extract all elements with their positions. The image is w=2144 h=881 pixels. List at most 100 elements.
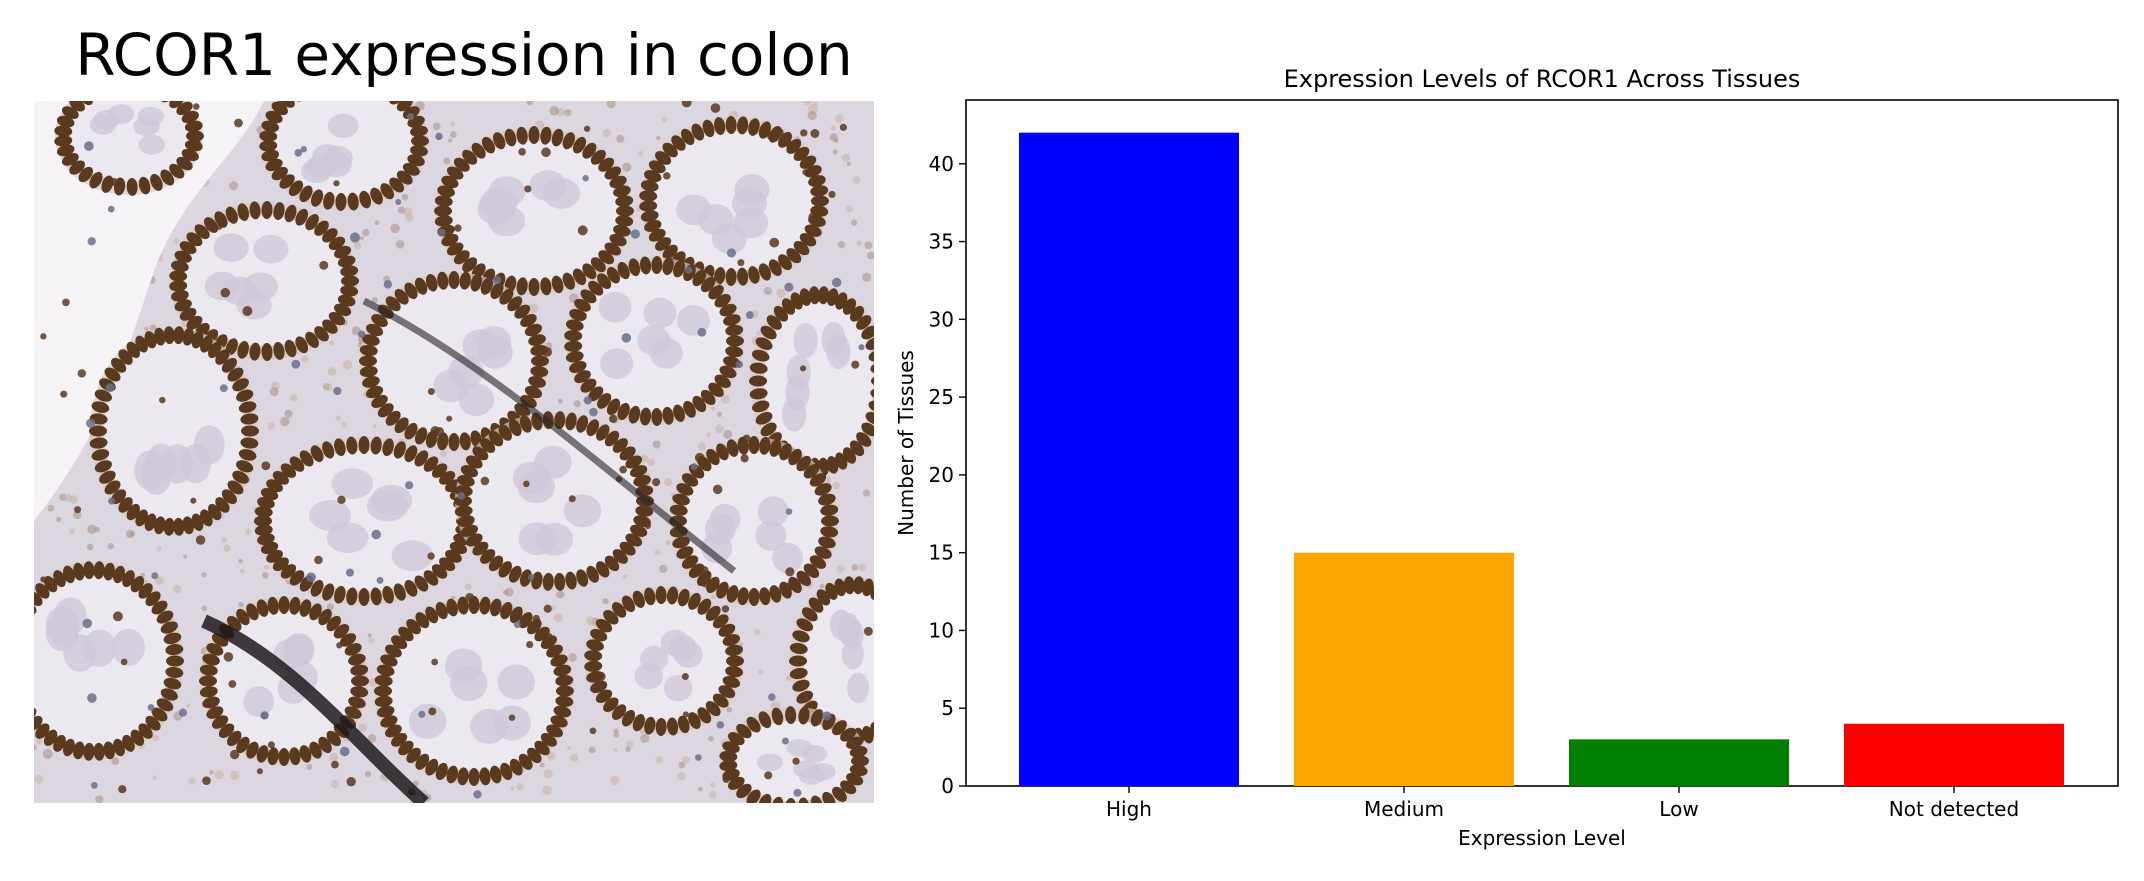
stromal-nucleus [621,333,632,343]
tissue-fold [362,297,737,574]
stromal-nucleus [202,776,211,785]
stroma-speck [156,546,162,552]
x-axis-ticks: High Medium Low Not detected [1106,786,2019,821]
stroma-speck [368,637,375,644]
nucleus [385,724,402,738]
nucleus [328,236,346,251]
nucleus [53,570,66,588]
nucleus [681,128,695,146]
nucleus [299,450,314,467]
nucleus [588,386,604,402]
stroma-speck [152,775,158,781]
stroma-speck [324,383,333,392]
nucleus [278,748,290,766]
nucleus [798,797,810,803]
nucleus [249,201,261,220]
nucleus [662,257,674,276]
nucleus [597,393,612,409]
stromal-nucleus [82,618,93,629]
stroma-speck [661,116,668,123]
nucleus [702,119,715,138]
nucleus [789,642,808,655]
nucleus [676,483,694,496]
nucleus [179,241,197,255]
stroma-speck [698,786,703,792]
nucleus [835,452,848,470]
nucleus [671,135,686,151]
nucleus [434,215,453,227]
nucleus [722,675,741,688]
goblet-cell [391,540,434,572]
nucleus [257,533,275,545]
nucleus [655,237,672,251]
stromal-nucleus [87,693,97,703]
nucleus [318,608,332,626]
bar-medium [1294,552,1514,786]
stromal-nucleus [306,572,316,583]
nucleus [481,136,496,154]
nucleus [462,149,478,165]
stromal-nucleus [735,360,744,369]
nucleus [380,183,395,200]
nucleus [165,666,184,678]
nucleus [714,267,726,285]
stromal-nucleus [583,270,590,277]
nucleus [173,326,185,345]
stromal-nucleus [383,280,393,289]
x-tick-label: Not detected [1889,797,2019,821]
y-tick-label: 0 [941,774,954,798]
goblet-cell [600,348,634,380]
y-axis-ticks: 0 5 10 15 20 25 30 35 40 [929,152,966,798]
stromal-nucleus [775,128,784,137]
nucleus [576,415,589,433]
stromal-nucleus [261,712,269,719]
stromal-nucleus [159,396,166,404]
stroma-speck [856,240,862,246]
nucleus [834,578,847,597]
stroma-speck [451,595,456,600]
nucleus [339,633,357,647]
stroma-speck [802,101,812,106]
stroma-speck [708,790,717,799]
stromal-nucleus [831,277,842,288]
nucleus [156,610,174,624]
goblet-cell [782,396,807,432]
nucleus [719,303,737,317]
goblet-cell [757,496,789,528]
nucleus [344,706,362,719]
stromal-nucleus [457,492,465,500]
x-axis-label: Expression Level [1458,826,1626,850]
nucleus [184,120,203,133]
nucleus [796,455,811,472]
nucleus [171,260,189,272]
nucleus [254,524,273,536]
nucleus [849,764,868,776]
nucleus [651,256,663,275]
stroma-speck [588,746,596,754]
nucleus [758,711,772,729]
nucleus [441,233,459,247]
goblet-cell [309,500,351,531]
nucleus [206,643,224,656]
stroma-speck [539,762,545,768]
nucleus [755,337,773,350]
stromal-nucleus [333,386,342,396]
stromal-nucleus [694,452,705,463]
nucleus [237,341,249,359]
nucleus [574,370,591,384]
nucleus [818,493,836,506]
nucleus [778,254,792,271]
stroma-speck [130,531,135,537]
nucleus [69,101,85,112]
nucleus [73,741,85,760]
stromal-nucleus [533,374,543,384]
nucleus [553,664,572,677]
nucleus [437,271,449,290]
stroma-speck [652,440,661,449]
stromal-nucleus [583,396,592,405]
nucleus [415,753,430,770]
nucleus [746,716,761,733]
nucleus [176,101,193,116]
stromal-nucleus [800,129,808,137]
nucleus [507,296,523,312]
